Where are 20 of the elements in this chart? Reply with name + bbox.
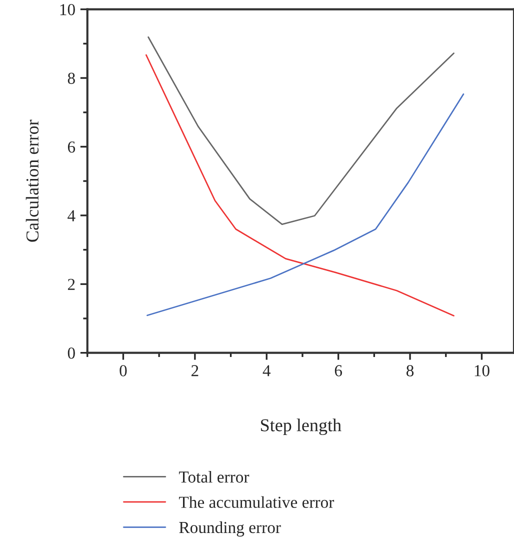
x-tick-label: 2 (191, 365, 198, 376)
x-axis-title: Step length (261, 418, 342, 436)
x-tick-label: 10 (474, 365, 490, 376)
y-axis-title: Calculation error (26, 120, 39, 242)
y-tick-label: 10 (60, 4, 75, 16)
x-tick-label: 8 (406, 365, 414, 376)
legend-label: Total error (179, 470, 250, 483)
x-tick-label: 4 (262, 365, 271, 376)
legend-label: Rounding error (179, 521, 281, 537)
y-tick-label: 8 (68, 72, 75, 84)
line-series (146, 93, 464, 316)
y-tick-label: 4 (68, 210, 76, 222)
legend-label: The accumulative error (179, 496, 334, 508)
line-series (148, 36, 454, 226)
y-tick-label: 0 (68, 348, 75, 359)
x-tick-label: 6 (334, 365, 342, 376)
y-tick-label: 6 (68, 141, 76, 153)
x-tick-label: 0 (120, 365, 127, 376)
y-tick-label: 2 (68, 278, 75, 290)
line-series (145, 54, 454, 316)
